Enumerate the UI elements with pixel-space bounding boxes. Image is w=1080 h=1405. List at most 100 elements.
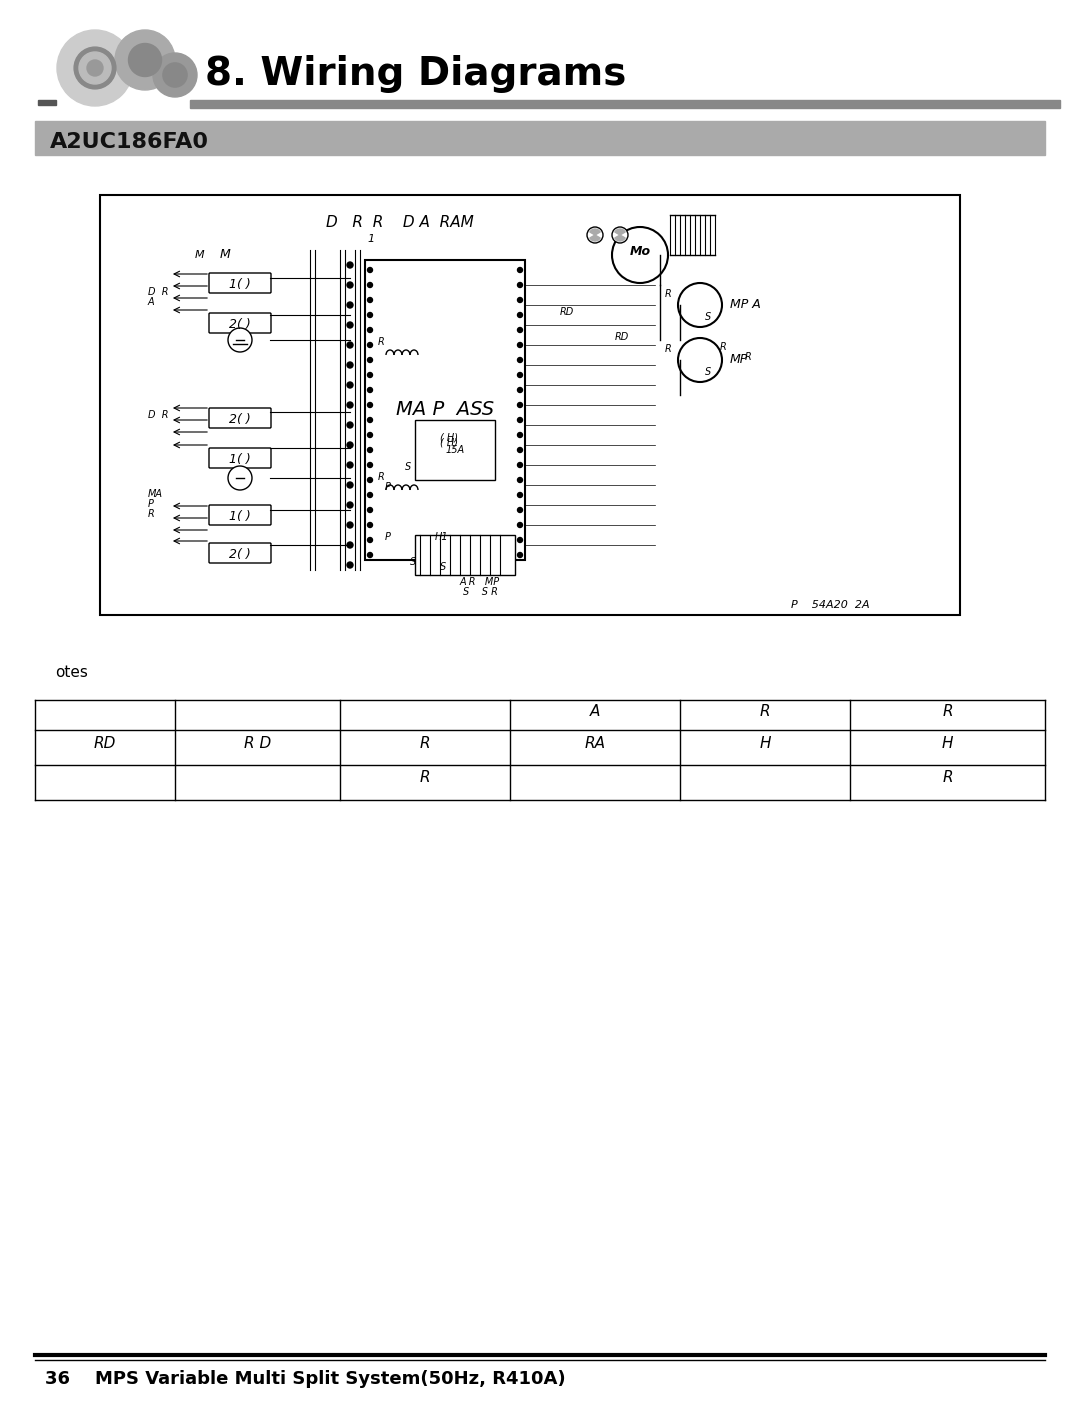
Text: M: M <box>220 249 231 261</box>
Text: M: M <box>195 250 204 260</box>
Circle shape <box>517 282 523 288</box>
Text: 1( ): 1( ) <box>229 278 251 291</box>
Circle shape <box>347 422 353 429</box>
Text: R: R <box>665 289 672 299</box>
Text: S: S <box>705 312 712 322</box>
Circle shape <box>517 327 523 333</box>
Circle shape <box>57 30 133 105</box>
Circle shape <box>517 448 523 452</box>
Circle shape <box>517 552 523 558</box>
Circle shape <box>517 493 523 497</box>
Circle shape <box>367 478 373 482</box>
Text: MA P  ASS: MA P ASS <box>396 400 494 419</box>
Circle shape <box>153 53 197 97</box>
Circle shape <box>517 462 523 468</box>
Circle shape <box>517 507 523 513</box>
Circle shape <box>612 228 669 282</box>
Circle shape <box>367 388 373 392</box>
Text: R: R <box>759 704 770 719</box>
Text: P: P <box>384 482 391 492</box>
Text: 2( ): 2( ) <box>229 413 251 426</box>
Circle shape <box>114 30 175 90</box>
Wedge shape <box>615 235 625 242</box>
Circle shape <box>367 448 373 452</box>
Text: S: S <box>410 556 416 568</box>
FancyBboxPatch shape <box>210 504 271 525</box>
FancyBboxPatch shape <box>210 448 271 468</box>
Circle shape <box>367 282 373 288</box>
Circle shape <box>163 63 187 87</box>
Circle shape <box>347 302 353 308</box>
Text: D   R  R    D A  RAM: D R R D A RAM <box>326 215 474 230</box>
Text: A2UC186FA0: A2UC186FA0 <box>50 132 210 152</box>
Circle shape <box>367 552 373 558</box>
Circle shape <box>517 402 523 407</box>
Circle shape <box>347 482 353 488</box>
Circle shape <box>228 327 252 353</box>
Circle shape <box>367 327 373 333</box>
Circle shape <box>87 60 103 76</box>
Text: 1( ): 1( ) <box>229 452 251 466</box>
Text: H: H <box>942 736 954 752</box>
Text: R: R <box>378 337 384 347</box>
Text: S: S <box>405 462 411 472</box>
Text: 2( ): 2( ) <box>229 548 251 561</box>
Circle shape <box>367 538 373 542</box>
Text: MP A: MP A <box>730 298 760 311</box>
Circle shape <box>367 343 373 347</box>
Text: A: A <box>590 704 600 719</box>
Wedge shape <box>615 229 625 235</box>
Circle shape <box>347 261 353 268</box>
Bar <box>35 121 1045 155</box>
Text: P    54A20  2A: P 54A20 2A <box>792 600 870 610</box>
Circle shape <box>517 433 523 437</box>
Circle shape <box>678 339 723 382</box>
Circle shape <box>347 523 353 528</box>
Circle shape <box>517 298 523 302</box>
Circle shape <box>367 372 373 378</box>
Circle shape <box>517 372 523 378</box>
Text: H1: H1 <box>435 532 448 542</box>
Circle shape <box>367 402 373 407</box>
Text: RA: RA <box>584 736 606 752</box>
Text: R: R <box>745 353 752 362</box>
Text: P: P <box>148 499 153 509</box>
Circle shape <box>612 228 627 243</box>
Circle shape <box>347 322 353 327</box>
FancyBboxPatch shape <box>210 313 271 333</box>
Text: A: A <box>148 296 154 308</box>
Text: otes: otes <box>55 665 87 680</box>
FancyBboxPatch shape <box>210 273 271 294</box>
Text: H: H <box>759 736 771 752</box>
Bar <box>415 535 515 575</box>
Text: ( H): ( H) <box>440 431 458 443</box>
Text: R: R <box>420 770 430 785</box>
Text: A R   MP: A R MP <box>460 577 500 587</box>
Text: RD: RD <box>615 332 630 341</box>
Circle shape <box>79 52 111 84</box>
Circle shape <box>367 312 373 318</box>
Circle shape <box>588 228 603 243</box>
Circle shape <box>517 312 523 318</box>
Circle shape <box>75 48 116 89</box>
Circle shape <box>347 341 353 348</box>
Text: R: R <box>378 472 384 482</box>
Text: R D: R D <box>244 736 271 752</box>
Bar <box>100 195 960 615</box>
Bar <box>38 100 56 105</box>
FancyBboxPatch shape <box>210 407 271 429</box>
Circle shape <box>347 542 353 548</box>
Text: S: S <box>705 367 712 377</box>
Circle shape <box>367 298 373 302</box>
Text: MA: MA <box>148 489 163 499</box>
Circle shape <box>347 282 353 288</box>
Circle shape <box>347 443 353 448</box>
Text: RD: RD <box>94 736 117 752</box>
Text: 1: 1 <box>367 235 374 244</box>
Circle shape <box>347 362 353 368</box>
Text: S: S <box>440 562 446 572</box>
Circle shape <box>517 267 523 273</box>
Wedge shape <box>590 235 600 242</box>
Circle shape <box>367 433 373 437</box>
Text: D  R: D R <box>148 287 168 296</box>
